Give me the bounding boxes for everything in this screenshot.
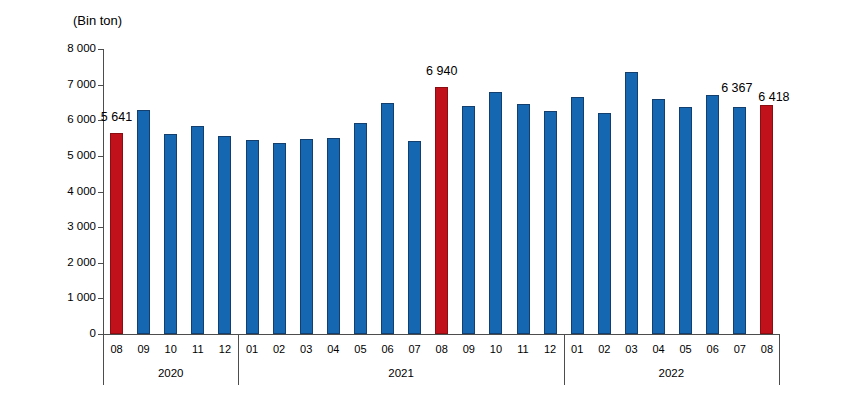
bar [354, 123, 367, 334]
bar [652, 99, 665, 334]
x-axis-year-label: 2022 [639, 367, 703, 379]
x-axis-month-label: 09 [131, 343, 157, 355]
bar-highlighted [760, 105, 773, 334]
bar-highlighted [435, 87, 448, 334]
y-axis-tick [98, 156, 103, 157]
bar [517, 104, 530, 334]
y-axis-tick [98, 263, 103, 264]
x-axis-month-label: 07 [402, 343, 428, 355]
y-axis-tick [98, 298, 103, 299]
x-axis-month-label: 04 [320, 343, 346, 355]
x-axis-line [103, 334, 780, 335]
bar [489, 92, 502, 334]
y-axis-tick-label: 4 000 [38, 185, 96, 197]
bar [598, 113, 611, 334]
y-axis-tick-label: 3 000 [38, 220, 96, 232]
x-axis-month-label: 03 [293, 343, 319, 355]
bar [164, 134, 177, 334]
x-axis-month-label: 11 [510, 343, 536, 355]
y-axis-tick-label: 8 000 [38, 42, 96, 54]
bar [246, 140, 259, 334]
year-separator-line [103, 334, 104, 385]
y-axis-tick-label: 6 000 [38, 113, 96, 125]
bar [679, 107, 692, 334]
y-axis-tick [98, 227, 103, 228]
x-axis-month-label: 03 [618, 343, 644, 355]
bar-value-label: 6 940 [419, 65, 465, 78]
x-axis-year-label: 2020 [139, 367, 203, 379]
x-axis-month-label: 08 [429, 343, 455, 355]
x-axis-month-label: 10 [483, 343, 509, 355]
x-axis-month-label: 06 [700, 343, 726, 355]
bar [137, 110, 150, 334]
bar-value-label: 5 641 [94, 111, 140, 124]
x-axis-month-label: 12 [537, 343, 563, 355]
y-axis-tick-label: 2 000 [38, 256, 96, 268]
x-axis-month-label: 01 [239, 343, 265, 355]
x-axis-month-label: 08 [104, 343, 130, 355]
bar [733, 107, 746, 334]
x-axis-year-label: 2021 [369, 367, 433, 379]
y-axis-line [103, 49, 104, 335]
y-axis-tick [98, 49, 103, 50]
y-axis-tick-label: 0 [38, 327, 96, 339]
year-separator-line [238, 334, 239, 385]
chart-unit-label: (Bin ton) [73, 13, 122, 28]
y-axis-tick-label: 7 000 [38, 78, 96, 90]
x-axis-month-label: 11 [185, 343, 211, 355]
bar [408, 141, 421, 334]
x-axis-month-label: 06 [375, 343, 401, 355]
y-axis-tick-label: 1 000 [38, 291, 96, 303]
x-axis-month-label: 08 [754, 343, 780, 355]
x-axis-month-label: 05 [347, 343, 373, 355]
bar [300, 139, 313, 334]
x-axis-month-label: 10 [158, 343, 184, 355]
x-axis-month-label: 01 [564, 343, 590, 355]
x-axis-month-label: 02 [266, 343, 292, 355]
bar-highlighted [110, 133, 123, 334]
bar [462, 106, 475, 334]
bar [625, 72, 638, 334]
bar [544, 111, 557, 334]
x-axis-month-label: 02 [591, 343, 617, 355]
y-axis-tick-label: 5 000 [38, 149, 96, 161]
bar-chart: (Bin ton) 0 1 000 2 000 3 000 4 000 5 000 6 00… [0, 0, 850, 400]
bar [273, 143, 286, 334]
x-axis-month-label: 12 [212, 343, 238, 355]
x-axis-month-label: 04 [646, 343, 672, 355]
year-separator-line [564, 334, 565, 385]
x-axis-month-label: 05 [673, 343, 699, 355]
x-axis-month-label: 09 [456, 343, 482, 355]
bar [571, 97, 584, 334]
year-separator-line [779, 334, 780, 385]
bar [327, 138, 340, 334]
y-axis-tick [98, 85, 103, 86]
y-axis-tick [98, 192, 103, 193]
bar-value-label: 6 418 [751, 91, 797, 104]
bar [191, 126, 204, 334]
bar [381, 103, 394, 334]
bar [706, 95, 719, 334]
x-axis-month-label: 07 [727, 343, 753, 355]
bar [218, 136, 231, 334]
